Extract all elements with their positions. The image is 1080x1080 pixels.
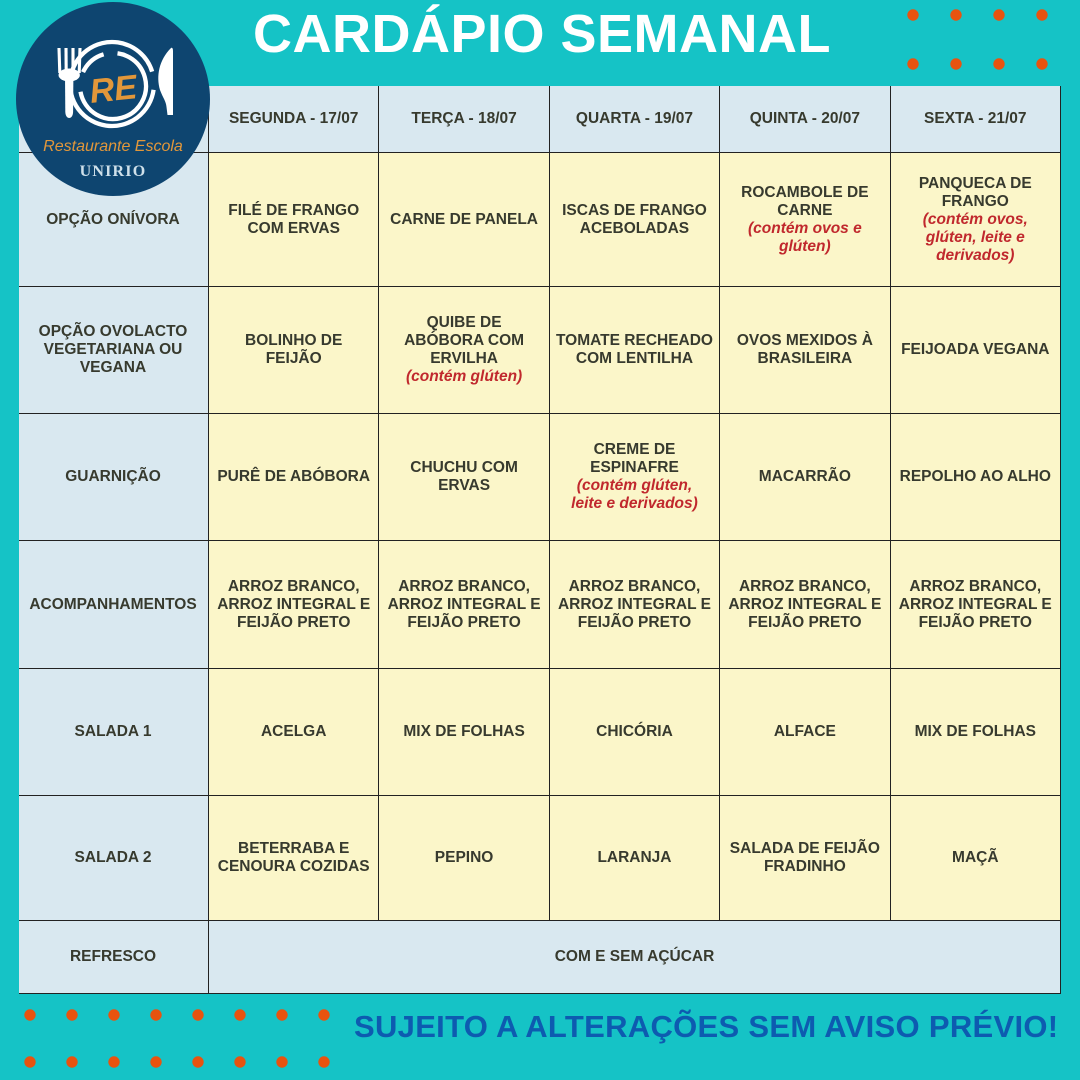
svg-text:RE: RE: [88, 68, 140, 111]
svg-text:UNIRIO: UNIRIO: [80, 163, 147, 180]
svg-text:Restaurante Escola: Restaurante Escola: [43, 138, 183, 155]
